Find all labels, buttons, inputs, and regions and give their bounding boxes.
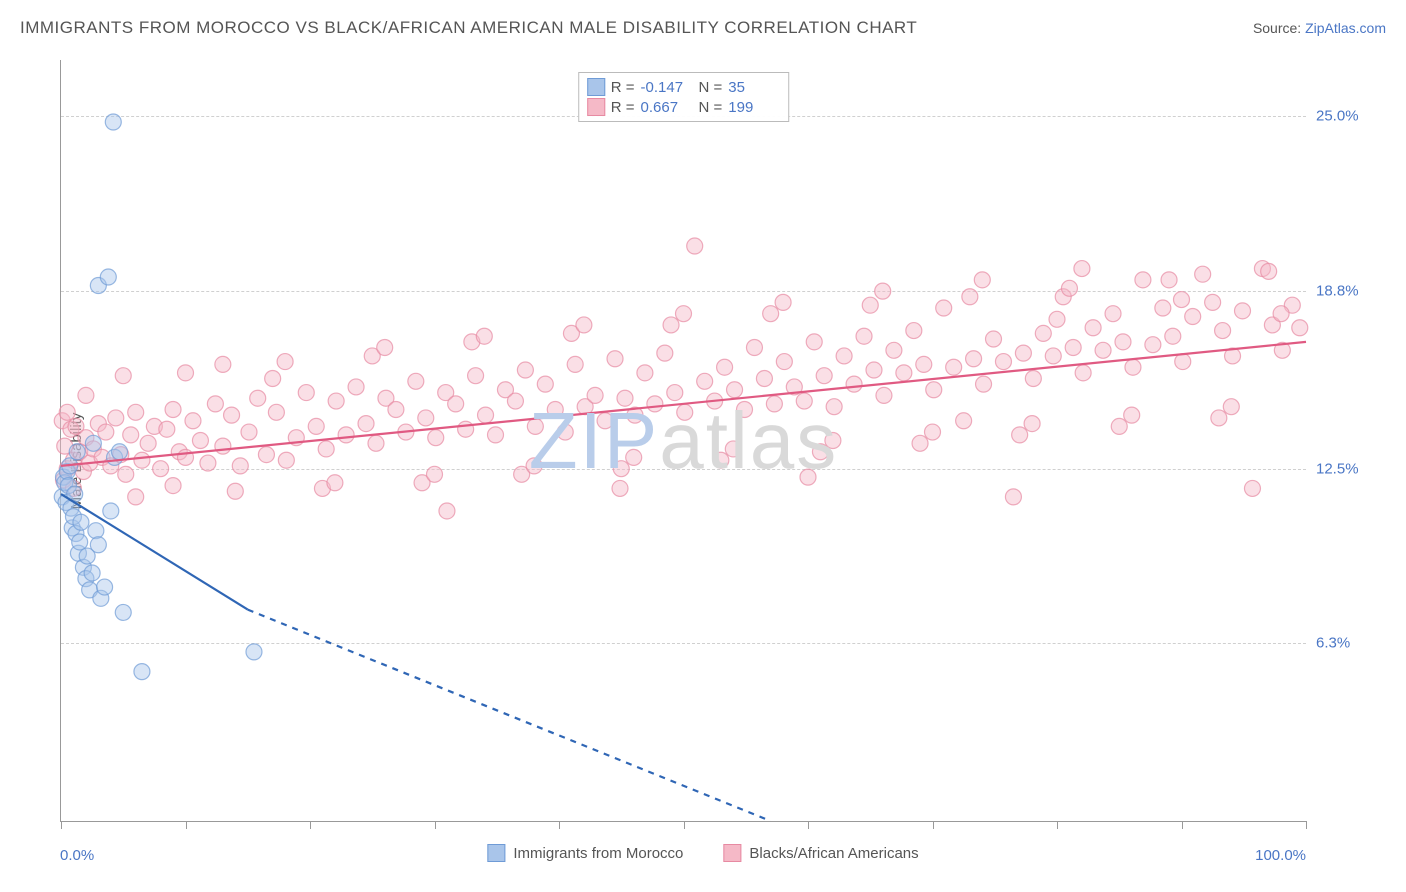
legend-item-blue: Immigrants from Morocco — [487, 844, 683, 862]
x-axis-label-left: 0.0% — [60, 847, 94, 864]
stats-r-pink: 0.667 — [641, 99, 693, 116]
swatch-pink — [587, 98, 605, 116]
y-tick-label: 6.3% — [1316, 635, 1376, 652]
stats-r-label: R = — [611, 79, 635, 96]
legend-swatch-blue — [487, 844, 505, 862]
stats-r-label-2: R = — [611, 99, 635, 116]
stats-row-pink: R = 0.667 N = 199 — [587, 97, 781, 117]
stats-row-blue: R = -0.147 N = 35 — [587, 77, 781, 97]
stats-r-blue: -0.147 — [641, 79, 693, 96]
source-prefix: Source: — [1253, 20, 1305, 36]
stats-n-pink: 199 — [728, 99, 780, 116]
stats-n-label-2: N = — [699, 99, 723, 116]
legend-label-blue: Immigrants from Morocco — [513, 845, 683, 862]
chart-header: IMMIGRANTS FROM MOROCCO VS BLACK/AFRICAN… — [20, 18, 1386, 38]
legend-swatch-pink — [723, 844, 741, 862]
stats-n-label: N = — [699, 79, 723, 96]
legend-label-pink: Blacks/African Americans — [749, 845, 918, 862]
plot-area: ZIPatlas 6.3%12.5%18.8%25.0% R = -0.147 … — [60, 60, 1306, 822]
chart-container: Male Disability ZIPatlas 6.3%12.5%18.8%2… — [20, 50, 1386, 872]
y-tick-label: 25.0% — [1316, 108, 1376, 125]
chart-source: Source: ZipAtlas.com — [1253, 20, 1386, 36]
source-link[interactable]: ZipAtlas.com — [1305, 20, 1386, 36]
y-tick-label: 18.8% — [1316, 283, 1376, 300]
stats-box: R = -0.147 N = 35 R = 0.667 N = 199 — [578, 72, 790, 122]
bottom-legend: Immigrants from Morocco Blacks/African A… — [487, 844, 918, 862]
legend-item-pink: Blacks/African Americans — [723, 844, 918, 862]
y-tick-label: 12.5% — [1316, 460, 1376, 477]
swatch-blue — [587, 78, 605, 96]
stats-n-blue: 35 — [728, 79, 780, 96]
chart-title: IMMIGRANTS FROM MOROCCO VS BLACK/AFRICAN… — [20, 18, 917, 38]
plot-svg — [61, 60, 1306, 821]
series-pink-markers — [54, 238, 1308, 519]
x-axis-label-right: 100.0% — [1255, 847, 1306, 864]
